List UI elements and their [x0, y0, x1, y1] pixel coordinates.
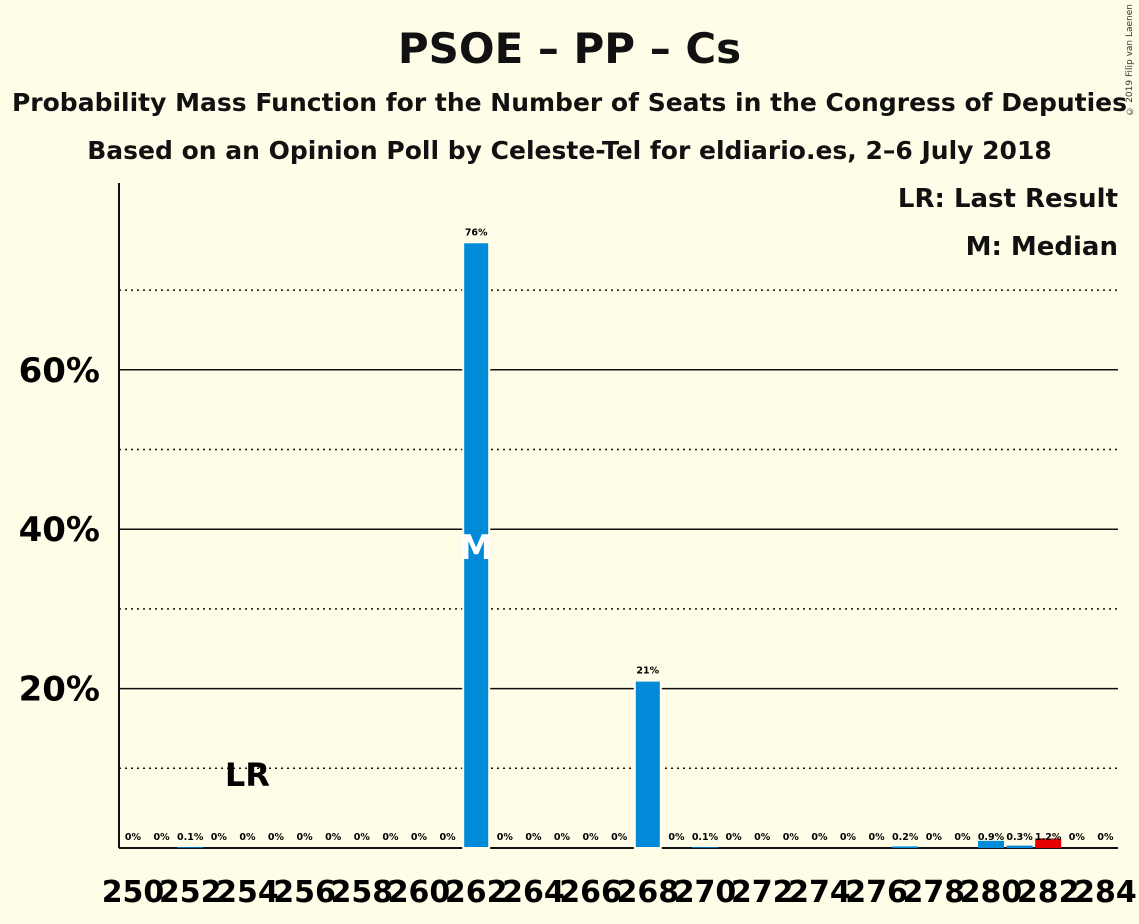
y-tick-label: 20% — [19, 670, 100, 710]
x-tick-label-252: 252 — [159, 875, 222, 910]
chart-source: Based on an Opinion Poll by Celeste-Tel … — [87, 136, 1052, 165]
x-tick-label-266: 266 — [559, 875, 622, 910]
x-tick-label-264: 264 — [502, 875, 565, 910]
value-label-276: 0% — [869, 832, 886, 843]
median-marker: M — [459, 528, 493, 568]
value-label-270: 0.1% — [692, 832, 719, 843]
x-tick-label-268: 268 — [616, 875, 679, 910]
value-label-257: 0% — [325, 832, 342, 843]
x-tick-label-270: 270 — [674, 875, 737, 910]
value-label-263: 0% — [497, 832, 514, 843]
bar-280 — [978, 840, 1004, 848]
value-label-283: 0% — [1069, 832, 1086, 843]
value-label-254: 0% — [239, 832, 256, 843]
x-tick-label-272: 272 — [731, 875, 794, 910]
value-label-277: 0.2% — [892, 832, 919, 843]
x-tick-label-284: 284 — [1074, 875, 1137, 910]
last-result-marker: LR — [225, 756, 270, 794]
value-label-284: 0% — [1097, 832, 1114, 843]
x-tick-label-254: 254 — [216, 875, 279, 910]
x-tick-label-282: 282 — [1017, 875, 1080, 910]
value-label-275: 0% — [840, 832, 857, 843]
x-tick-label-256: 256 — [273, 875, 336, 910]
value-label-251: 0% — [154, 832, 171, 843]
value-label-261: 0% — [440, 832, 457, 843]
value-label-279: 0% — [954, 832, 971, 843]
bar-262 — [462, 241, 491, 849]
x-tick-label-276: 276 — [845, 875, 908, 910]
y-tick-label: 40% — [19, 510, 100, 550]
value-label-256: 0% — [297, 832, 314, 843]
value-label-264: 0% — [525, 832, 542, 843]
value-label-255: 0% — [268, 832, 285, 843]
x-tick-label-262: 262 — [445, 875, 508, 910]
x-tick-label-250: 250 — [102, 875, 165, 910]
value-label-265: 0% — [554, 832, 571, 843]
value-label-269: 0% — [668, 832, 685, 843]
chart-title: PSOE – PP – Cs — [397, 24, 742, 73]
value-label-250: 0% — [125, 832, 142, 843]
value-label-266: 0% — [583, 832, 600, 843]
value-label-268: 21% — [636, 666, 659, 677]
value-label-271: 0% — [726, 832, 743, 843]
value-label-272: 0% — [754, 832, 771, 843]
bar-277 — [892, 846, 919, 848]
value-label-280: 0.9% — [978, 832, 1005, 843]
value-label-253: 0% — [211, 832, 228, 843]
value-label-281: 0.3% — [1006, 832, 1033, 843]
value-label-278: 0% — [926, 832, 943, 843]
bar-281 — [1006, 845, 1033, 848]
x-tick-label-280: 280 — [960, 875, 1023, 910]
bar-282 — [1035, 838, 1062, 848]
x-tick-label-260: 260 — [388, 875, 451, 910]
x-tick-label-274: 274 — [788, 875, 851, 910]
value-label-274: 0% — [811, 832, 828, 843]
value-label-282: 1.2% — [1035, 832, 1062, 843]
y-tick-label: 60% — [19, 351, 100, 391]
legend-last-result: LR: Last Result — [897, 184, 1118, 214]
legend-median: M: Median — [965, 232, 1118, 262]
bar-252 — [177, 847, 204, 848]
value-label-260: 0% — [411, 832, 428, 843]
value-label-252: 0.1% — [177, 832, 204, 843]
chart-subtitle: Probability Mass Function for the Number… — [11, 88, 1128, 117]
bar-268 — [633, 679, 662, 849]
value-label-262: 76% — [465, 227, 488, 238]
value-label-258: 0% — [354, 832, 371, 843]
value-label-267: 0% — [611, 832, 628, 843]
x-tick-label-278: 278 — [902, 875, 965, 910]
x-tick-label-258: 258 — [330, 875, 393, 910]
bar-270 — [692, 847, 718, 848]
value-label-273: 0% — [783, 832, 800, 843]
value-label-259: 0% — [382, 832, 399, 843]
